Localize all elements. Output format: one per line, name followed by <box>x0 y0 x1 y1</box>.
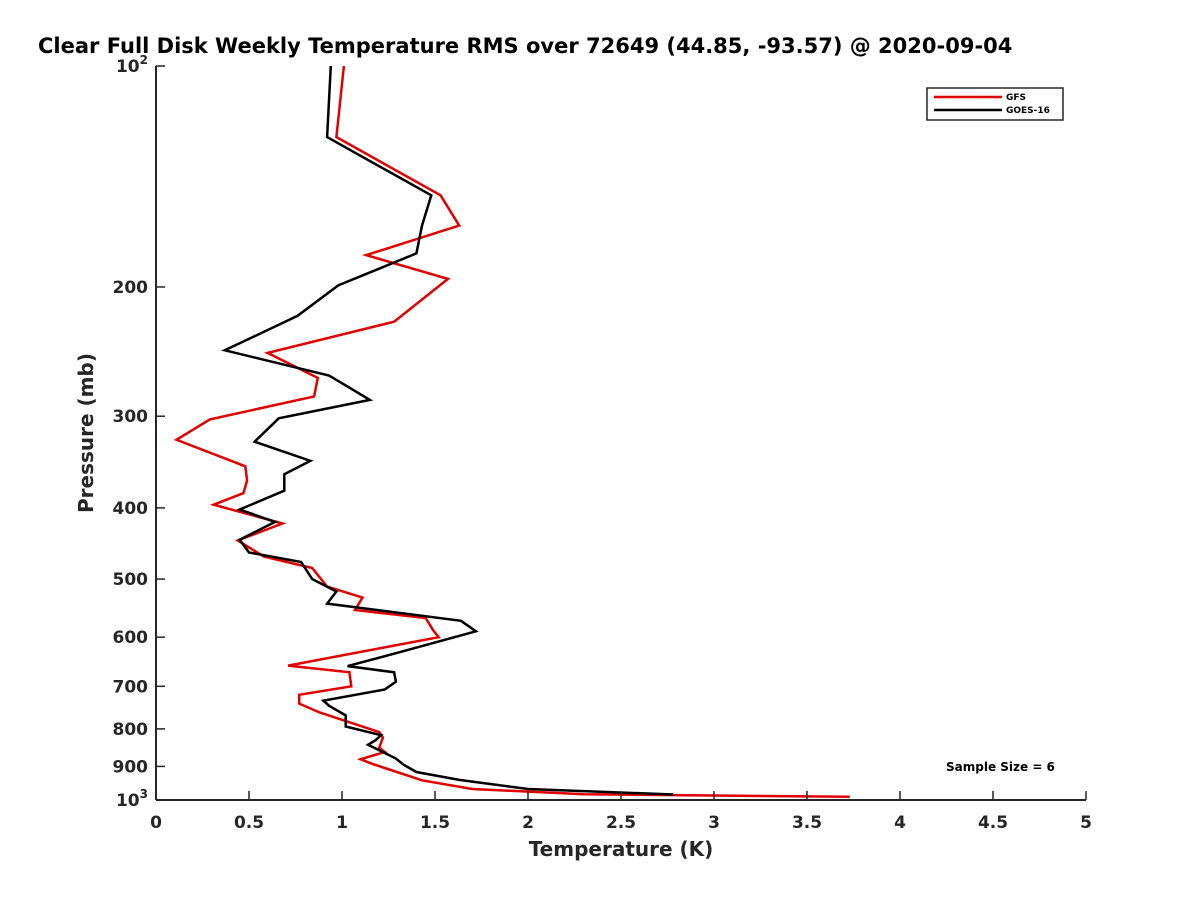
y-tick-label: 103 <box>116 787 148 811</box>
x-tick-label: 4 <box>894 813 906 833</box>
legend-box <box>926 87 1064 121</box>
y-tick-label: 500 <box>113 570 149 590</box>
y-tick-label: 600 <box>113 628 149 648</box>
series-line-gfs <box>173 65 850 799</box>
y-axis-label: Pressure (mb) <box>74 353 98 513</box>
legend-label-goes16: GOES-16 <box>1006 106 1050 116</box>
y-tick-label: 700 <box>113 677 149 697</box>
y-tick-label: 800 <box>113 720 149 740</box>
y-tick-label: 200 <box>113 278 149 298</box>
x-tick-label: 0.5 <box>234 813 264 833</box>
y-tick-label: 900 <box>113 757 149 777</box>
y-ticks: 102 200 300 400 500 600 700 800 900 103 <box>113 53 165 811</box>
legend: GFS GOES-16 <box>926 87 1064 121</box>
x-tick-label: 3.5 <box>792 813 822 833</box>
x-axis-label: Temperature (K) <box>529 837 714 861</box>
x-tick-label: 1.5 <box>420 813 450 833</box>
x-ticks: 0 0.5 1 1.5 2 2.5 3 3.5 4 4.5 5 <box>150 791 1092 833</box>
x-tick-label: 1 <box>336 813 348 833</box>
plot-lines <box>173 65 850 799</box>
x-tick-label: 0 <box>150 813 162 833</box>
chart-title: Clear Full Disk Weekly Temperature RMS o… <box>38 34 1012 58</box>
y-tick-label: 400 <box>113 499 149 519</box>
x-tick-label: 2 <box>522 813 534 833</box>
y-tick-label: 300 <box>113 407 149 427</box>
sample-size-annotation: Sample Size = 6 <box>946 760 1055 774</box>
series-line-goes16 <box>221 65 674 796</box>
x-tick-label: 5 <box>1080 813 1092 833</box>
y-tick-label: 102 <box>116 53 148 77</box>
x-tick-label: 2.5 <box>606 813 636 833</box>
x-tick-label: 3 <box>708 813 720 833</box>
legend-label-gfs: GFS <box>1006 93 1026 103</box>
x-tick-label: 4.5 <box>978 813 1008 833</box>
